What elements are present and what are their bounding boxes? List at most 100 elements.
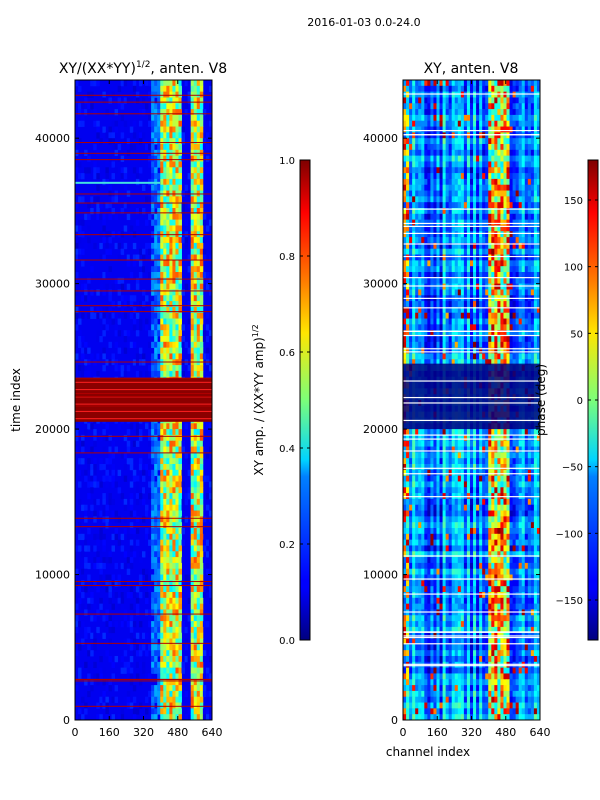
ratio-heatmap-cell [123,312,128,319]
phase-heatmap-cell [533,231,538,238]
phase-heatmap-cell [442,202,447,209]
phase-heatmap-cell [515,109,520,116]
ratio-heatmap-cell [178,318,182,325]
ratio-heatmap-cell [151,452,155,459]
ratio-heatmap-cell [111,91,115,98]
ratio-heatmap-cell [205,318,210,325]
phase-heatmap-cell [460,242,465,250]
ratio-heatmap-cell [169,155,173,162]
phase-heatmap-cell [466,196,471,203]
phase-heatmap-cell [509,120,513,127]
phase-heatmap-cell [412,330,416,337]
ratio-heatmap-cell [151,306,155,314]
ratio-heatmap-cell [84,213,88,221]
ratio-heatmap-cell [196,522,201,529]
phase-heatmap-cell [527,161,532,168]
phase-heatmap-cell [448,184,453,191]
ratio-heatmap-cell [135,347,140,354]
ratio-heatmap-cell [75,621,79,628]
phase-heatmap-cell [533,242,538,250]
phase-heatmap-cell [427,196,431,203]
phase-heatmap-cell [488,80,492,87]
ratio-heatmap-cell [123,562,128,570]
ratio-heatmap-cell [169,708,173,715]
ratio-heatmap-cell [199,213,204,221]
phase-heatmap-cell [533,272,538,279]
phase-heatmap-cell [415,149,419,157]
phase-heatmap-cell [454,132,459,139]
phase-heatmap-cell [509,324,513,331]
ratio-heatmap-cell [81,219,85,226]
ratio-heatmap-cell [87,196,91,203]
phase-heatmap-cell [536,283,540,290]
ratio-heatmap-cell [175,522,179,529]
ratio-heatmap-cell [166,353,170,360]
ratio-heatmap-cell [90,475,94,482]
ratio-heatmap-cell [178,370,182,378]
ratio-heatmap-cell [117,714,122,720]
phase-heatmap-cell [491,347,495,354]
phase-heatmap-cell [466,103,471,110]
ratio-heatmap-cell [135,208,140,215]
ratio-heatmap-cell [151,574,155,581]
phase-heatmap-cell [494,301,498,308]
phase-heatmap-cell [488,109,492,116]
phase-heatmap-cell [424,318,428,325]
phase-heatmap-cell [497,266,501,273]
phase-heatmap-cell [473,277,477,285]
phase-heatmap-cell [509,109,513,116]
phase-heatmap-cell [482,301,486,308]
phase-heatmap-cell [515,208,520,215]
ratio-heatmap-cell [148,91,152,98]
ratio-heatmap-cell [138,324,143,331]
ratio-heatmap-cell [160,685,164,692]
ratio-heatmap-cell [193,225,198,232]
ratio-heatmap-cell [196,114,201,122]
phase-heatmap-cell [491,155,495,162]
ratio-heatmap-cell [148,464,152,471]
phase-heatmap-cell [451,167,456,174]
phase-heatmap-cell [500,97,504,104]
ratio-heatmap-cell [181,97,185,104]
phase-heatmap-cell [436,132,440,139]
ratio-heatmap-cell [120,283,125,290]
ratio-heatmap-cell [132,528,137,535]
phase-heatmap-cell [515,80,520,87]
ratio-heatmap-cell [196,574,201,581]
phase-heatmap-cell [530,318,535,325]
ratio-heatmap-cell [96,370,100,378]
ratio-heatmap-cell [111,661,115,669]
ratio-heatmap-cell [175,324,179,331]
ratio-heatmap-cell [87,539,91,546]
phase-heatmap-cell [436,336,440,343]
ratio-heatmap-cell [160,324,164,331]
phase-heatmap-cell [494,167,498,174]
ratio-heatmap-cell [190,487,195,494]
phase-heatmap-cell [536,190,540,197]
phase-heatmap-cell [424,225,428,232]
phase-heatmap-cell [506,260,510,267]
ratio-heatmap-cell [166,580,170,587]
figure-suptitle: 2016-01-03 0.0-24.0 [307,16,420,29]
phase-heatmap-cell [460,289,465,296]
ratio-heatmap-cell [111,714,115,720]
phase-heatmap-cell [412,324,416,331]
phase-heatmap-cell [424,248,428,255]
phase-heatmap-cell [479,196,483,203]
ratio-heatmap-cell [166,225,170,232]
phase-heatmap-cell [427,155,431,162]
ratio-red-line [75,311,212,313]
ratio-heatmap-cell [166,370,170,378]
ratio-heatmap-cell [193,650,198,657]
ratio-heatmap-cell [199,440,204,447]
phase-heatmap-cell [491,260,495,267]
phase-heatmap-cell [469,144,474,151]
ratio-heatmap-cell [166,545,170,552]
phase-heatmap-cell [524,167,529,174]
ratio-heatmap-cell [138,120,143,127]
phase-heatmap-cell [460,353,465,360]
ratio-heatmap-cell [196,318,201,325]
ratio-heatmap-cell [111,312,115,319]
ratio-heatmap-cell [172,202,176,209]
ratio-heatmap-cell [196,196,201,203]
